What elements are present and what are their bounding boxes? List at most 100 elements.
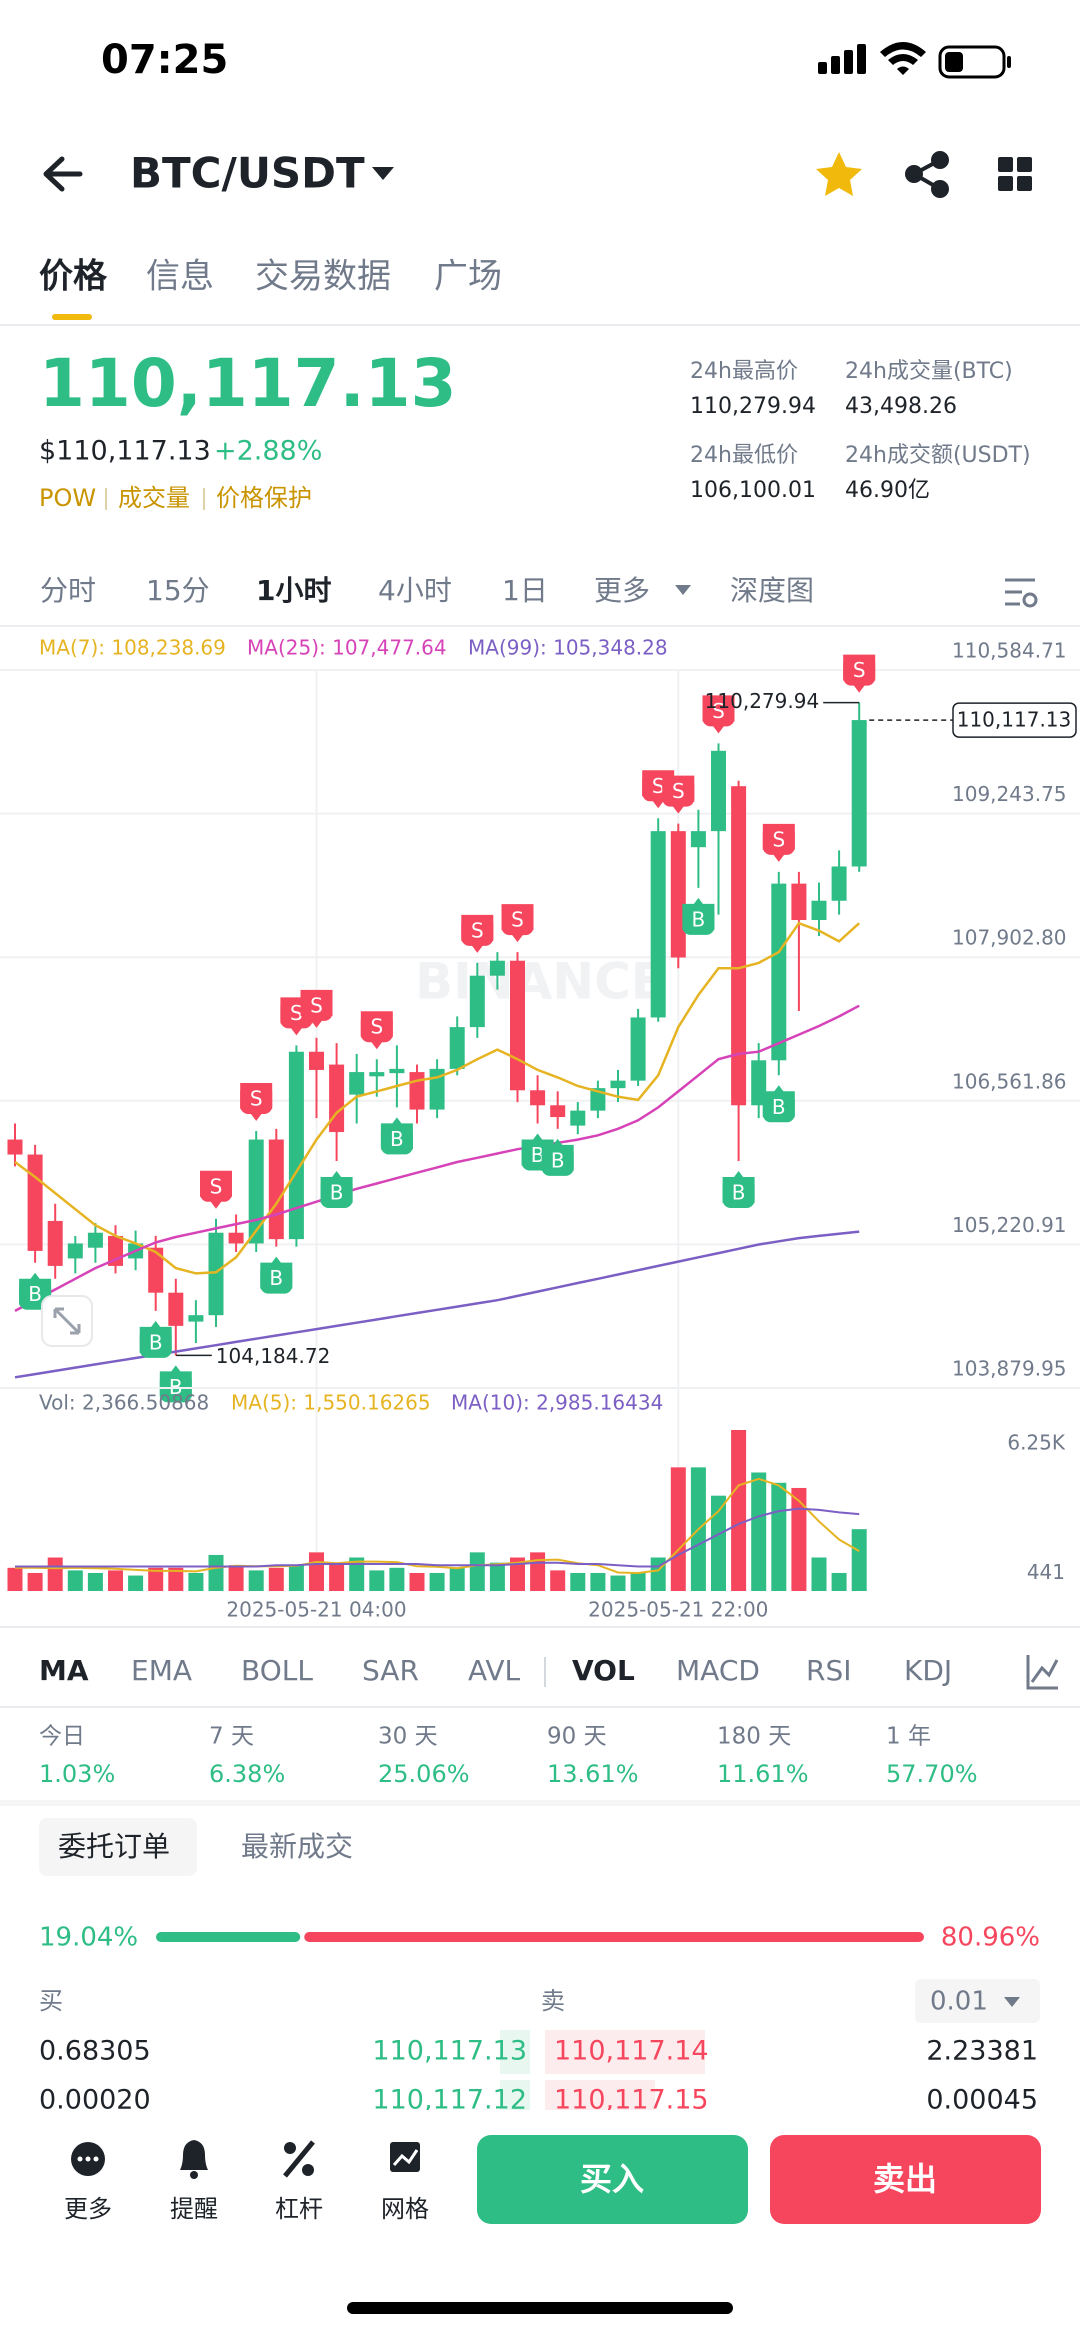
price-tag[interactable]: POW (39, 484, 96, 512)
trade-marker-bg (461, 915, 494, 946)
tab[interactable]: 信息 (146, 257, 214, 297)
indicator-tab[interactable]: KDJ (904, 1654, 952, 1687)
order-tab[interactable]: 委托订单 (58, 1830, 170, 1863)
interval-tab[interactable]: 深度图 (730, 574, 814, 607)
indicator-settings[interactable] (1026, 1655, 1059, 1690)
indicator-tab[interactable]: EMA (131, 1654, 192, 1687)
stat-value: 106,100.01 (690, 478, 816, 503)
trade-marker-bg (360, 1012, 393, 1043)
volume-bar (731, 1430, 747, 1591)
bid-depth (500, 2030, 530, 2074)
active-order-tab[interactable] (39, 1818, 197, 1876)
indicator-tab[interactable]: BOLL (241, 1654, 313, 1687)
trade-marker-tip (290, 1027, 303, 1036)
trade-marker-bg (762, 824, 795, 855)
indicator-tab[interactable]: VOL (572, 1654, 635, 1687)
order-tab[interactable]: 最新成交 (241, 1830, 353, 1863)
share-button[interactable] (905, 151, 949, 198)
trade-marker-tip (712, 725, 725, 734)
interval-tab[interactable]: 分时 (40, 574, 96, 607)
trade-marker-tip (772, 853, 785, 862)
trade-marker-tip (370, 1041, 383, 1050)
sell-button[interactable] (770, 2135, 1041, 2224)
trade-marker-label: S (853, 658, 866, 682)
trade-marker-bg (702, 696, 735, 727)
ma-line (14, 1004, 860, 1313)
trade-marker-tip (390, 1117, 403, 1126)
candle-body (228, 1232, 244, 1244)
interval-tab[interactable]: 1日 (502, 574, 548, 607)
trade-marker-tip (551, 1138, 564, 1147)
buy-button-label[interactable]: 买入 (580, 2160, 644, 2198)
performance-value: 1.03% (39, 1760, 115, 1788)
margin-icon[interactable] (283, 2140, 315, 2178)
tab[interactable]: 价格 (39, 257, 108, 297)
indicator-tab[interactable]: MA (39, 1654, 89, 1687)
candle-body (771, 883, 787, 1061)
back-button[interactable] (43, 156, 83, 192)
indicator-tab[interactable]: SAR (362, 1654, 419, 1687)
interval-tab[interactable]: 更多 (594, 574, 650, 607)
volume-bar (108, 1570, 123, 1591)
indicator-tab[interactable]: AVL (468, 1654, 521, 1687)
pair-title[interactable]: BTC/USDT (130, 149, 365, 198)
trade-marker-bg (843, 655, 876, 686)
tab[interactable]: 交易数据 (255, 257, 391, 297)
bottom-item-label[interactable]: 提醒 (170, 2195, 218, 2223)
volume-bar (550, 1570, 566, 1591)
trade-marker-tip (672, 805, 685, 814)
trade-marker-tip (531, 1133, 544, 1142)
volume-bar (369, 1570, 385, 1591)
trade-marker-bg (722, 1177, 755, 1208)
trade-marker-label: S (290, 1001, 303, 1025)
tab[interactable]: 广场 (434, 257, 502, 297)
interval-tab[interactable]: 15分 (146, 574, 210, 607)
trade-marker-bg (300, 990, 333, 1021)
candle-body (570, 1110, 586, 1126)
precision-caret[interactable] (1004, 1997, 1020, 2007)
precision-value[interactable]: 0.01 (930, 1987, 988, 2017)
more-caret[interactable] (675, 585, 691, 595)
trade-marker-bg (662, 776, 695, 807)
more-icon[interactable] (71, 2142, 105, 2176)
indicator-tab[interactable]: MACD (676, 1654, 760, 1687)
y-tick-label: 107,902.80 (952, 926, 1067, 950)
chart-settings-button[interactable] (1005, 578, 1038, 608)
sell-button-label[interactable]: 卖出 (873, 2160, 937, 2198)
performance-label: 30 天 (378, 1724, 438, 1750)
chart-area: BINANCE 103,879.95 105,220.91 106,561.86 107… (0, 636, 1080, 1622)
grid-icon[interactable] (390, 2142, 420, 2172)
interval-tab[interactable]: 1小时 (256, 574, 331, 607)
book-sell-header: 卖 (541, 1987, 565, 2015)
bottom-item-label[interactable]: 网格 (381, 2195, 429, 2223)
candle-body (27, 1154, 43, 1251)
high-label: 110,279.94 (705, 689, 820, 713)
volume-bar (670, 1467, 686, 1591)
volume-bar (288, 1565, 304, 1591)
buy-button[interactable] (477, 2135, 748, 2224)
pair-caret[interactable] (372, 167, 394, 180)
indicator-tab[interactable]: RSI (806, 1654, 852, 1687)
volume-bar (590, 1572, 606, 1591)
volume-bar (47, 1557, 63, 1591)
ask-amount: 2.23381 (926, 2036, 1038, 2067)
price-tag[interactable]: 价格保护 (216, 484, 312, 512)
bottom-item-label[interactable]: 杠杆 (275, 2195, 323, 2223)
y-tick-label: 105,220.91 (952, 1213, 1067, 1237)
bottom-item-label[interactable]: 更多 (64, 2195, 112, 2223)
expand-button[interactable] (41, 1295, 93, 1347)
watermark: BINANCE (415, 953, 665, 1011)
bid-price: 110,117.13 (372, 2036, 527, 2067)
volume-bar (630, 1572, 646, 1591)
layout-button[interactable] (998, 157, 1032, 191)
interval-tab[interactable]: 4小时 (378, 574, 452, 607)
trade-marker-label: S (210, 1174, 223, 1198)
precision-select[interactable] (915, 1979, 1040, 2023)
performance-value: 57.70% (886, 1760, 978, 1788)
favorite-star[interactable] (816, 152, 862, 196)
volume-bar (168, 1567, 184, 1591)
price-tag[interactable]: 成交量 (118, 484, 190, 512)
alert-icon[interactable] (180, 2140, 208, 2179)
candle-body (349, 1072, 365, 1095)
